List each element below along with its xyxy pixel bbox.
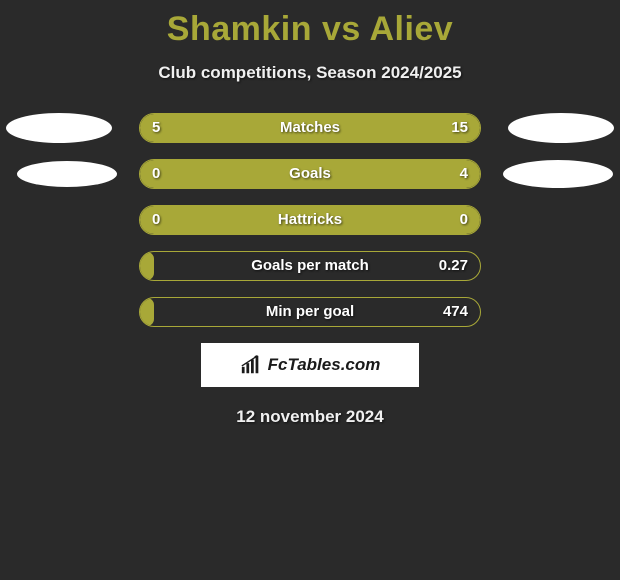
logo-text: FcTables.com — [268, 355, 381, 375]
logo-box[interactable]: FcTables.com — [201, 343, 419, 387]
stat-label: Hattricks — [140, 206, 480, 234]
stat-bar: 515Matches — [139, 113, 481, 143]
bars-icon — [240, 354, 262, 376]
stat-label: Goals — [140, 160, 480, 188]
stat-bar: 474Min per goal — [139, 297, 481, 327]
comparison-chart: 515Matches 04Goals 00Hattricks 0.27Goals pe… — [0, 113, 620, 327]
stat-bar: 04Goals — [139, 159, 481, 189]
stat-label: Matches — [140, 114, 480, 142]
team-logo-left — [17, 161, 117, 187]
date-line: 12 november 2024 — [0, 407, 620, 427]
stat-label: Goals per match — [140, 252, 480, 280]
stat-label: Min per goal — [140, 298, 480, 326]
stat-bar: 00Hattricks — [139, 205, 481, 235]
team-logo-right — [508, 113, 614, 143]
team-logo-left — [6, 113, 112, 143]
team-logo-right — [503, 160, 613, 188]
stat-bar: 0.27Goals per match — [139, 251, 481, 281]
page-title: Shamkin vs Aliev — [0, 0, 620, 49]
subtitle: Club competitions, Season 2024/2025 — [0, 63, 620, 83]
